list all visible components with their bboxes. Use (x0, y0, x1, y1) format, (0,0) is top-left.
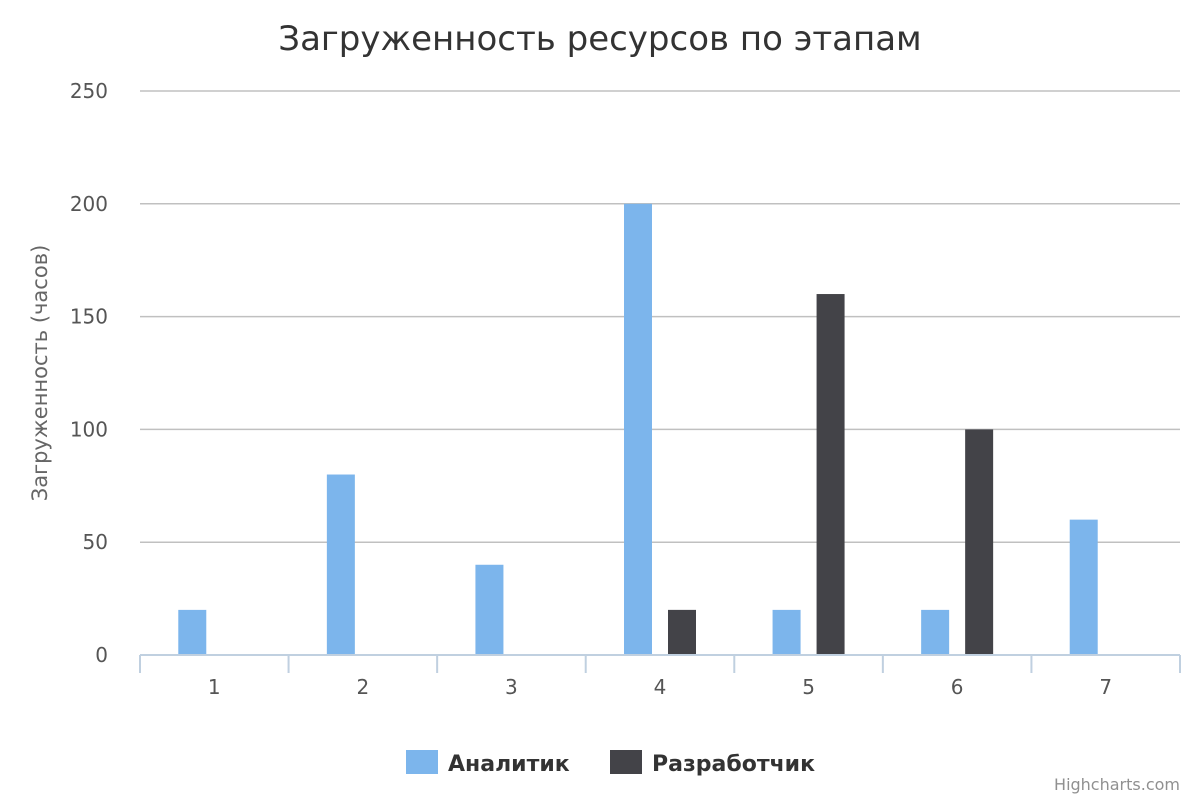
y-axis-ticks: 0 50 100 150 200 250 (70, 79, 108, 667)
y-axis-label: Загруженность (часов) (28, 245, 52, 502)
bar-analyst-stage-7[interactable] (1069, 519, 1098, 655)
bars (178, 203, 1098, 656)
legend-item-developer[interactable]: Разработчик (610, 750, 815, 777)
bar-analyst-stage-3[interactable] (475, 564, 504, 655)
x-tick-label: 4 (654, 675, 667, 699)
grid-lines (140, 90, 1180, 543)
legend-swatch (610, 750, 642, 774)
bar-analyst-stage-5[interactable] (772, 609, 801, 655)
legend-item-analyst[interactable]: Аналитик (406, 750, 570, 777)
x-axis: 1 2 3 4 5 6 7 (139, 654, 1181, 699)
bar-developer-stage-6[interactable] (965, 429, 994, 655)
y-tick-label: 0 (95, 643, 108, 667)
bar-developer-stage-5[interactable] (816, 294, 845, 655)
bar-analyst-stage-4[interactable] (624, 203, 652, 656)
x-tick-label: 6 (951, 675, 964, 699)
y-tick-label: 150 (70, 305, 108, 329)
legend-label: Аналитик (448, 752, 570, 777)
x-tick-label: 1 (208, 675, 221, 699)
y-tick-label: 200 (70, 192, 108, 216)
y-tick-label: 50 (83, 530, 108, 554)
legend-swatch (406, 750, 438, 774)
x-tick-label: 2 (356, 675, 369, 699)
credits-link[interactable]: Highcharts.com (1054, 775, 1180, 794)
bar-analyst-stage-6[interactable] (921, 609, 950, 655)
x-tick-label: 3 (505, 675, 518, 699)
y-tick-label: 250 (70, 79, 108, 103)
bar-analyst-stage-1[interactable] (178, 609, 207, 655)
legend[interactable]: Аналитик Разработчик (406, 750, 815, 777)
chart-title: Загруженность ресурсов по этапам (278, 19, 921, 59)
y-tick-label: 100 (70, 417, 108, 441)
bar-developer-stage-4[interactable] (668, 609, 696, 655)
x-tick-label: 5 (802, 675, 815, 699)
x-tick-label: 7 (1099, 675, 1112, 699)
legend-label: Разработчик (652, 752, 815, 777)
bar-analyst-stage-2[interactable] (326, 474, 355, 655)
